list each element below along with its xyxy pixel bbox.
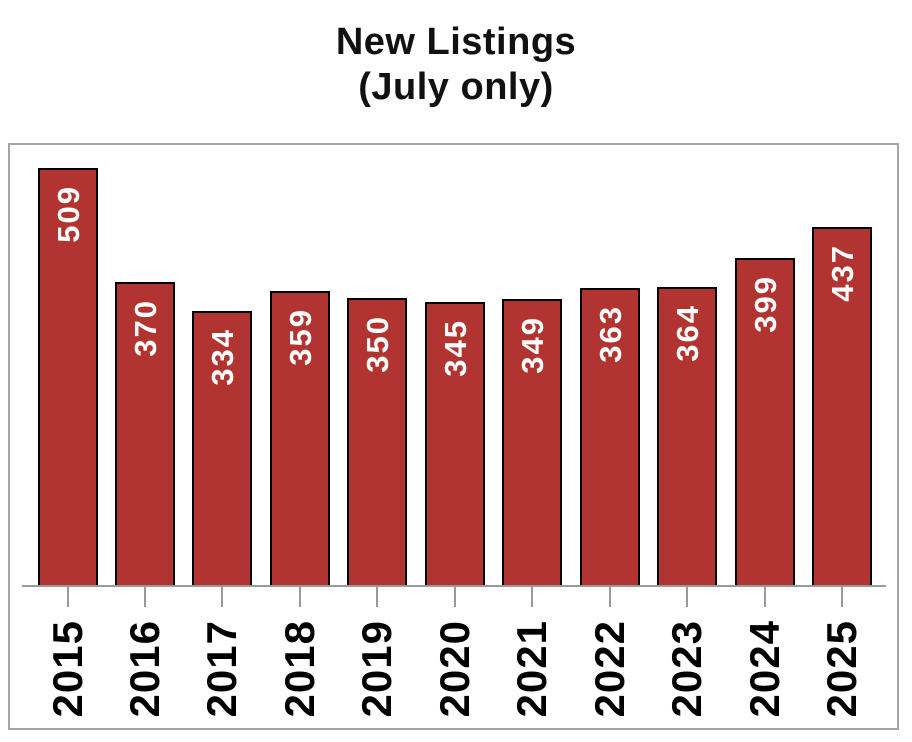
plot-frame [8, 143, 899, 730]
chart-title: New Listings (July only) [0, 20, 912, 110]
chart-title-line1: New Listings [335, 21, 577, 63]
chart-title-line2: (July only) [358, 66, 554, 108]
